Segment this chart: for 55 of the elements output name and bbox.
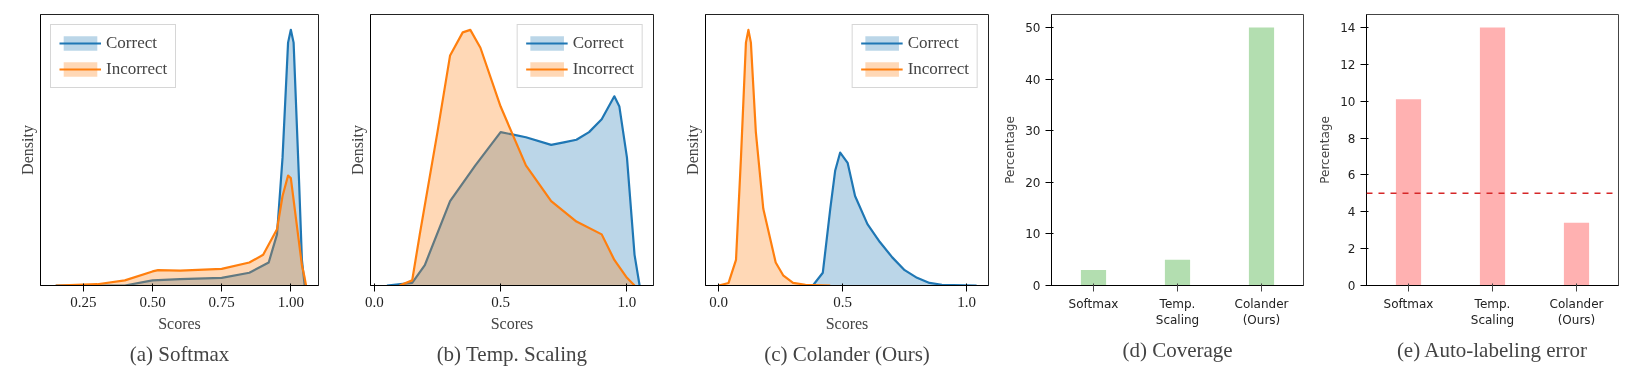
- x-tick-label: 0.75: [208, 293, 235, 310]
- x-tick-label: 0.0: [364, 293, 384, 310]
- x-tick-label: 0.5: [833, 293, 853, 310]
- legend-label: Correct: [106, 33, 157, 53]
- y-axis-title: Density: [683, 125, 702, 175]
- y-tick-label: 0: [1347, 279, 1356, 293]
- legend-label: Incorrect: [106, 59, 168, 79]
- text: (b) Temp. Scaling: [436, 341, 588, 366]
- y-tick-label: 2: [1347, 242, 1356, 257]
- x-tick-label: 0.50: [139, 293, 166, 310]
- y-tick-label: 12: [1340, 57, 1356, 72]
- y-axis-title: Density: [348, 125, 367, 175]
- text: (a) Softmax: [129, 341, 230, 366]
- y-tick-label: 30: [1025, 124, 1041, 139]
- y-tick-label: 10: [1340, 94, 1356, 109]
- y-axis-title: Percentage: [1318, 116, 1333, 184]
- bar: [1248, 27, 1275, 286]
- x-axis-title: Scores: [490, 314, 534, 332]
- y-tick-label: 14: [1340, 20, 1356, 35]
- x-tick-label: Temp. Scaling: [1470, 296, 1515, 328]
- y-axis-title: Percentage: [1003, 116, 1018, 184]
- bar: [1479, 27, 1506, 286]
- x-tick-label: 1.0: [617, 293, 637, 310]
- x-tick-label: Softmax: [1068, 296, 1119, 311]
- bar: [1080, 270, 1107, 286]
- x-tick-label: Colander (Ours): [1549, 296, 1604, 328]
- x-tick-label: 0.25: [70, 293, 97, 310]
- y-axis-title: Density: [18, 125, 37, 175]
- text: (e) Auto-labeling error: [1396, 337, 1587, 362]
- x-tick-label: Colander (Ours): [1234, 296, 1289, 328]
- bar: [1563, 222, 1590, 286]
- y-tick-label: 20: [1025, 175, 1041, 190]
- x-tick-label: 0.0: [709, 293, 729, 310]
- legend-label: Incorrect: [907, 59, 969, 79]
- bar: [1395, 99, 1422, 286]
- y-tick-label: 50: [1025, 20, 1041, 35]
- text: (c) Colander (Ours): [764, 341, 930, 366]
- x-axis-title: Scores: [825, 314, 869, 332]
- bar: [1164, 259, 1191, 286]
- legend-label: Incorrect: [572, 59, 634, 79]
- y-tick-label: 4: [1347, 205, 1356, 220]
- text: (d) Coverage: [1122, 337, 1233, 362]
- y-tick-label: 10: [1025, 227, 1041, 242]
- x-tick-label: 1.00: [277, 293, 304, 310]
- legend-label: Correct: [907, 33, 959, 53]
- y-tick-label: 0: [1032, 279, 1041, 293]
- x-tick-label: Temp. Scaling: [1155, 296, 1200, 328]
- x-tick-label: Softmax: [1383, 296, 1434, 311]
- legend-label: Correct: [572, 33, 624, 53]
- x-tick-label: 1.0: [957, 293, 977, 310]
- y-tick-label: 8: [1347, 131, 1356, 146]
- x-tick-label: 0.5: [491, 293, 510, 310]
- x-axis-title: Scores: [158, 314, 201, 332]
- y-tick-label: 40: [1025, 72, 1041, 87]
- y-tick-label: 6: [1347, 168, 1356, 183]
